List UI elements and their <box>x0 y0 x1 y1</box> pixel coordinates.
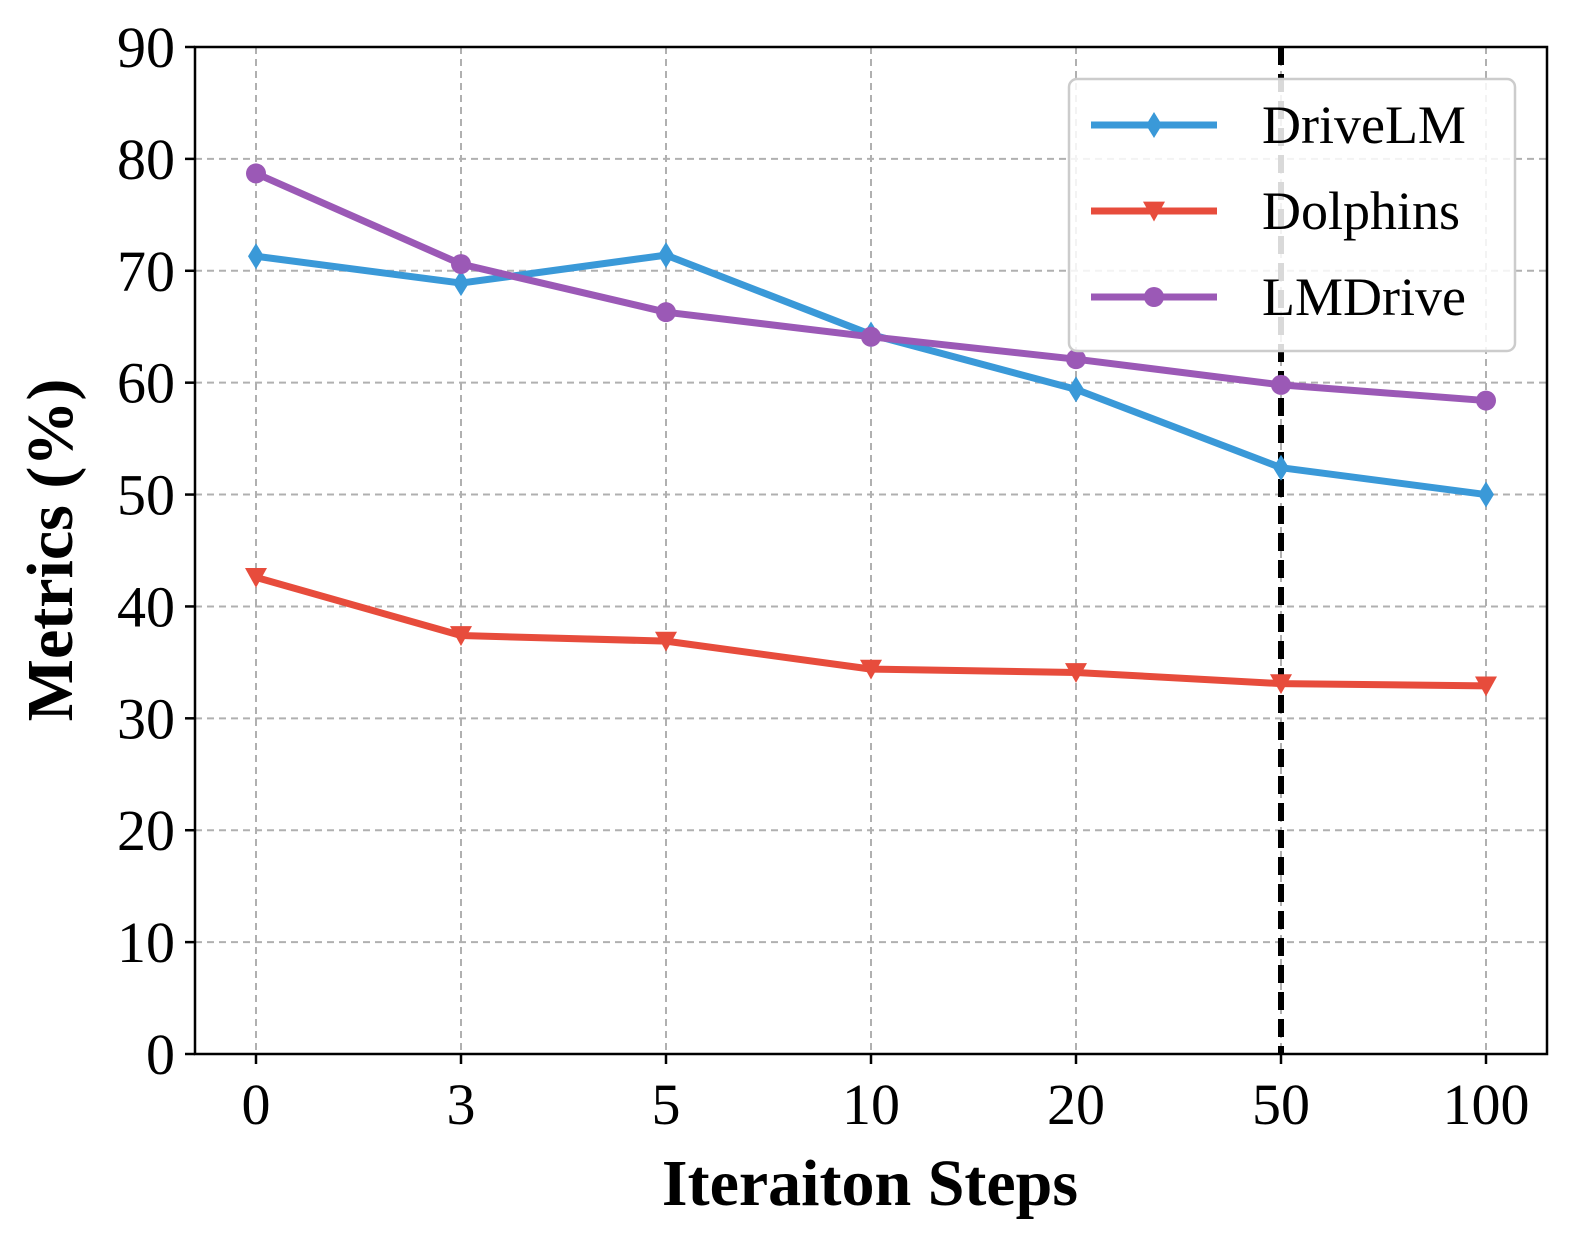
legend: DriveLM Dolphins LMDrive <box>1067 77 1517 353</box>
y-tick-label: 70 <box>117 239 175 304</box>
data-point-lmdrive <box>246 163 266 184</box>
y-tick-label: 0 <box>146 1022 175 1087</box>
legend-box <box>1067 77 1517 353</box>
legend-item-lmdrive: LMDrive <box>1091 267 1466 327</box>
axes: 0 10 20 30 40 50 60 70 80 90 0 3 5 10 20 50 100 <box>117 15 1549 1137</box>
legend-marker <box>1144 287 1164 307</box>
y-tick-label: 60 <box>117 351 175 416</box>
y-tick-label: 10 <box>117 910 175 975</box>
x-tick-label: 5 <box>652 1072 681 1137</box>
data-point-lmdrive <box>656 302 676 323</box>
legend-marker <box>1143 201 1165 222</box>
data-point-drivelm <box>658 242 674 269</box>
y-tick-label: 50 <box>117 463 175 528</box>
data-point-dolphins <box>1270 674 1292 695</box>
legend-item-dolphins: Dolphins <box>1091 181 1460 241</box>
y-axis-label: Metrics (%) <box>14 379 87 722</box>
data-point-dolphins <box>1065 663 1087 683</box>
data-point-dolphins <box>1475 676 1497 697</box>
legend-label: Dolphins <box>1262 181 1460 241</box>
data-point-dolphins <box>860 659 882 680</box>
data-point-dolphins <box>450 626 472 646</box>
data-point-drivelm <box>248 243 264 270</box>
data-point-lmdrive <box>1066 349 1086 370</box>
x-tick-label: 3 <box>447 1072 476 1137</box>
x-tick-label: 100 <box>1443 1072 1530 1137</box>
x-tick-label: 0 <box>242 1072 271 1137</box>
x-tick-label: 50 <box>1252 1072 1310 1137</box>
legend-marker <box>1146 112 1162 138</box>
data-point-dolphins <box>655 631 677 652</box>
x-tick-label: 10 <box>842 1072 900 1137</box>
series-layer <box>245 163 1497 697</box>
data-point-drivelm <box>453 270 469 297</box>
x-tick-label: 20 <box>1047 1072 1105 1137</box>
data-point-lmdrive <box>1271 374 1291 395</box>
y-tick-label: 40 <box>117 574 175 639</box>
series-lmdrive <box>246 163 1496 411</box>
y-tick-label: 20 <box>117 798 175 863</box>
legend-item-drivelm: DriveLM <box>1091 95 1466 155</box>
data-point-dolphins <box>245 568 267 588</box>
legend-label: LMDrive <box>1262 267 1466 327</box>
series-dolphins <box>245 568 1497 697</box>
data-point-lmdrive <box>1476 390 1496 411</box>
x-axis-label: Iteraiton Steps <box>662 1147 1078 1220</box>
y-tick-label: 30 <box>117 686 175 751</box>
legend-label: DriveLM <box>1262 95 1466 155</box>
data-point-drivelm <box>1068 376 1084 403</box>
y-tick-label: 80 <box>117 127 175 192</box>
data-point-drivelm <box>1273 454 1289 481</box>
y-tick-label: 90 <box>117 15 175 80</box>
data-point-lmdrive <box>861 326 881 347</box>
data-point-drivelm <box>1478 481 1494 508</box>
data-point-lmdrive <box>451 254 471 275</box>
